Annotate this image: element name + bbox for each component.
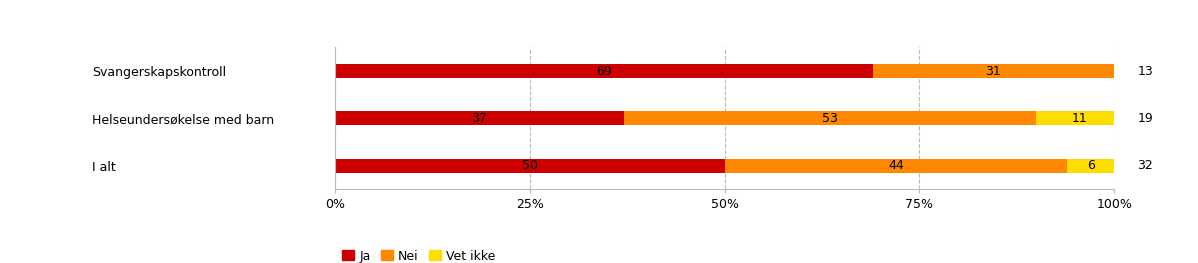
Bar [335, 159, 725, 173]
Bar [725, 159, 1067, 173]
Text: 6: 6 [1087, 159, 1095, 172]
Bar [624, 111, 1036, 125]
Text: 50: 50 [522, 159, 538, 172]
Bar [335, 64, 873, 78]
Text: 69: 69 [597, 64, 612, 78]
Text: 11: 11 [1071, 112, 1087, 125]
Text: 37: 37 [472, 112, 488, 125]
Text: 19: 19 [1138, 112, 1154, 125]
Bar [873, 64, 1114, 78]
Bar [1036, 111, 1121, 125]
Text: 31: 31 [986, 64, 1002, 78]
Text: 53: 53 [822, 112, 837, 125]
Text: 13: 13 [1138, 64, 1154, 78]
Bar [1067, 159, 1114, 173]
Legend: Ja, Nei, Vet ikke: Ja, Nei, Vet ikke [341, 250, 496, 262]
Text: 44: 44 [888, 159, 904, 172]
Bar [335, 111, 624, 125]
Text: 32: 32 [1138, 159, 1154, 172]
